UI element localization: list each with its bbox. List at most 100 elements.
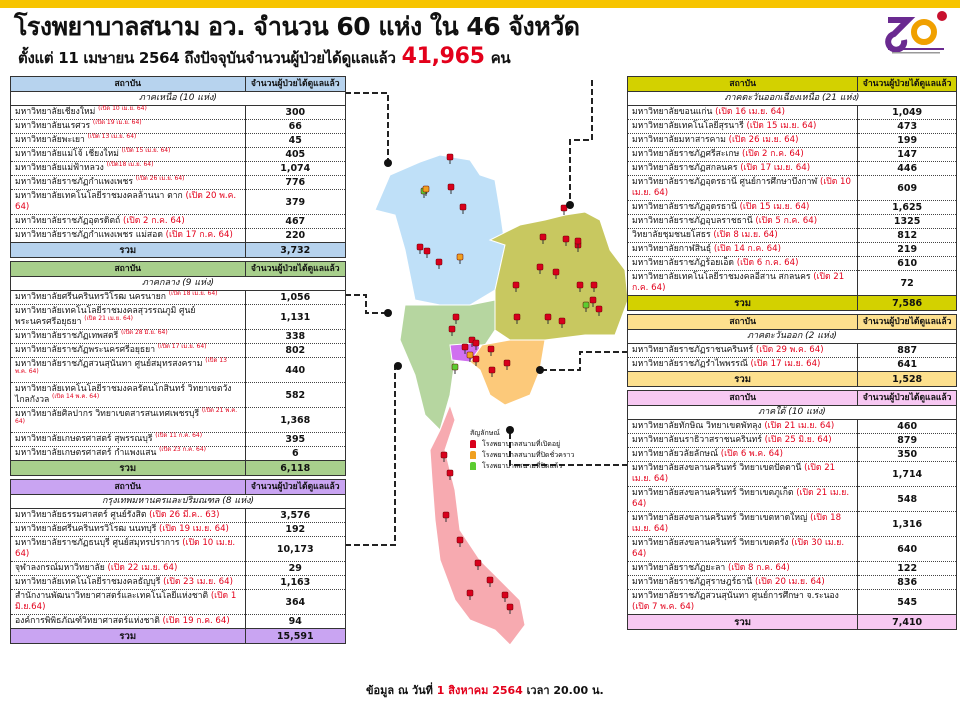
institution-name: มหาวิทยาลัยราชภัฏกำแพงเพชร แม่สอด [15,230,166,240]
patient-count: 582 [244,382,346,408]
region-north [374,154,506,306]
opened-date: (เปิด 10 เม.ย. 64) [98,105,147,113]
subtitle-prefix: ตั้งแต่ 11 เมษายน 2564 ถึงปัจจุบันจำนวนผ… [18,49,396,67]
green-pushpin-icon [470,462,476,470]
patient-count: 879 [857,433,957,448]
institution-name: มหาวิทยาลัยขอนแก่น [632,107,716,117]
right-table-column: สถาบัน จำนวนผู้ป่วยได้ดูแลแล้ว ภาคตะวันอ… [626,76,957,630]
patient-count: 1,056 [244,290,346,305]
institution-cell: มหาวิทยาลัยราชภัฏอุดรธานี ศูนย์การศึกษาบ… [626,175,859,201]
footer-prefix: ข้อมูล ณ วันที่ [366,684,437,697]
patient-count: 10,173 [244,536,346,562]
opened-date: (เปิด 20 เม.ย. 64) [754,577,825,587]
table-header: สถาบัน จำนวนผู้ป่วยได้ดูแลแล้ว [626,390,957,406]
institution-cell: มหาวิทยาลัยกาฬสินธุ์ (เปิด 14 ก.ค. 64) [626,242,859,257]
institution-cell: องค์การพิพิธภัณฑ์วิทยาศาสตร์แห่งชาติ (เป… [10,614,246,629]
table-row: มหาวิทยาลัยวลัยลักษณ์ (เปิด 6 พ.ค. 64) 3… [626,447,957,462]
open-hospital-pin [442,511,450,522]
opened-date: (เปิด 17 เม.ย. 64) [740,163,811,173]
table-row: มหาวิทยาลัยราชภัฏร้อยเอ็ด (เปิด 6 ก.ค. 6… [626,256,957,271]
open-hospital-pin [416,243,424,254]
open-hospital-pin [560,204,568,215]
institution-name: มหาวิทยาลัยราชภัฏอุดรธานี [632,202,740,212]
patient-count: 836 [857,575,957,590]
institution-name: มหาวิทยาลัยเทคโนโลยีราชมงคลรัตนโกสินทร์ … [15,384,232,405]
opened-date: (เปิด 23 เม.ย. 64) [163,577,233,587]
total-count: 1,528 [857,371,957,387]
patient-count: 364 [244,589,346,615]
patient-count: 640 [857,536,957,562]
opened-date: (เปิด 17 เม.ย. 64) [157,343,207,351]
institution-cell: มหาวิทยาลัยราชภัฏอุดรธานี (เปิด 15 เม.ย.… [626,200,859,215]
region-title-row: ภาคใต้ (10 แห่ง) [627,405,957,420]
patient-count: 467 [244,214,346,229]
region-east [469,339,546,406]
count-header: จำนวนผู้ป่วยได้ดูแลแล้ว [244,261,346,277]
patient-count: 395 [244,432,346,447]
table-row: มหาวิทยาลัยสงขลานครินทร์ วิทยาเขตภูเก็ต … [626,486,957,512]
open-hospital-pin [574,237,582,248]
opened-date: (เปิด 19 ก.ค. 64) [162,616,230,626]
institution-cell: วิทยาลัยชุมชนยโสธร (เปิด 8 เม.ย. 64) [626,228,859,243]
opened-date: (เปิด 6 พ.ค. 64) [720,449,783,459]
map-legend: สัญลักษณ์ โรงพยาบาลสนามที่เปิดอยู่ โรงพย… [470,428,620,472]
patient-count: 776 [244,175,346,190]
open-hospital-pin [440,451,448,462]
left-table-column: สถาบัน จำนวนผู้ป่วยได้ดูแลแล้ว ภาคเหนือ … [10,76,346,644]
total-row: รวม 1,528 [626,371,957,387]
patient-count: 1,131 [244,304,346,330]
patient-count: 1,074 [244,161,346,176]
opened-date: (เปิด 11 ก.ค. 64) [155,432,203,440]
temp-closed-hospital-pin [456,253,464,264]
institution-name: มหาวิทยาลัยเทคโนโลยีสุรนารี [632,121,747,131]
region-title: ภาคตะวันออกเฉียงเหนือ (21 แห่ง) [627,91,957,106]
patient-count: 545 [857,589,957,615]
opened-date: (เปิด 7 พ.ค. 64) [632,602,695,612]
patient-count: 1,368 [244,407,346,433]
institution-cell: มหาวิทยาลัยราชภัฏร้อยเอ็ด (เปิด 6 ก.ค. 6… [626,256,859,271]
open-hospital-pin [486,576,494,587]
institution-cell: มหาวิทยาลัยเกษตรศาสตร์ สุพรรณบุรี (เปิด … [10,432,246,447]
patient-count: 610 [857,256,957,271]
total-count: 15,591 [244,628,346,644]
institution-name: มหาวิทยาลัยมหาสารคาม [632,135,729,145]
institution-cell: มหาวิทยาลัยเทคโนโลยีราชมงคลธัญบุรี (เปิด… [10,575,246,590]
patient-count: 350 [857,447,957,462]
patient-count: 3,576 [244,508,346,523]
patient-count: 94 [244,614,346,629]
region-title: ภาคตะวันออก (2 แห่ง) [627,329,957,344]
table-row: มหาวิทยาลัยนเรศวร (เปิด 19 เม.ย. 64) 66 [10,119,346,134]
institution-cell: มหาวิทยาลัยเทคโนโลยีสุรนารี (เปิด 15 เม.… [626,119,859,134]
table-row: มหาวิทยาลัยเทคโนโลยีสุรนารี (เปิด 15 เม.… [626,119,957,134]
patient-count: 199 [857,133,957,148]
table-northeast: สถาบัน จำนวนผู้ป่วยได้ดูแลแล้ว ภาคตะวันอ… [626,76,957,311]
institution-cell: มหาวิทยาลัยราชภัฏเทพสตรี (เปิด 28 มิ.ย. … [10,329,246,344]
open-hospital-pin [446,153,454,164]
open-hospital-pin [488,366,496,377]
institution-name: มหาวิทยาลัยศรีนครินทรวิโรฒ นนทบุรี [15,524,160,534]
connector-north [345,92,389,163]
connector-east [540,351,628,371]
table-row: มหาวิทยาลัยธรรมศาสตร์ ศูนย์รังสิต (เปิด … [10,508,346,523]
table-row: มหาวิทยาลัยราชภัฏสกลนคร (เปิด 17 เม.ย. 6… [626,161,957,176]
table-row: มหาวิทยาลัยเทคโนโลยีราชมงคลอีสาน สกลนคร … [626,270,957,296]
orange-pushpin-icon [470,451,476,459]
opened-date: (เปิด 23 ก.ค. 64) [159,446,206,454]
patient-count: 147 [857,147,957,162]
opened-date: (เปิด 16 เม.ย. 64) [715,107,785,117]
legend-item-temp-closed: โรงพยาบาลสนามที่ปิดชั่วคราว [470,450,620,461]
total-label: รวม [626,614,859,630]
table-row: มหาวิทยาลัยศรีนครินทรวิโรฒ นครนายก (เปิด… [10,290,346,305]
institution-name: วิทยาลัยชุมชนยโสธร [632,230,714,240]
opened-date: (เปิด 21 พ.ค. 64) [15,407,238,426]
patient-count: 6 [244,446,346,461]
open-hospital-pin [446,469,454,480]
institution-name: มหาวิทยาลัยพะเยา [15,135,88,145]
institution-name: มหาวิทยาลัยเชียงใหม่ [15,107,99,117]
total-count: 3,732 [244,242,346,258]
connector-dot [506,426,514,434]
open-hospital-pin [589,296,597,307]
institution-cell: มหาวิทยาลัยสงขลานครินทร์ วิทยาเขตปัตตานี… [626,461,859,487]
region-title: ภาคเหนือ (10 แห่ง) [10,91,346,106]
